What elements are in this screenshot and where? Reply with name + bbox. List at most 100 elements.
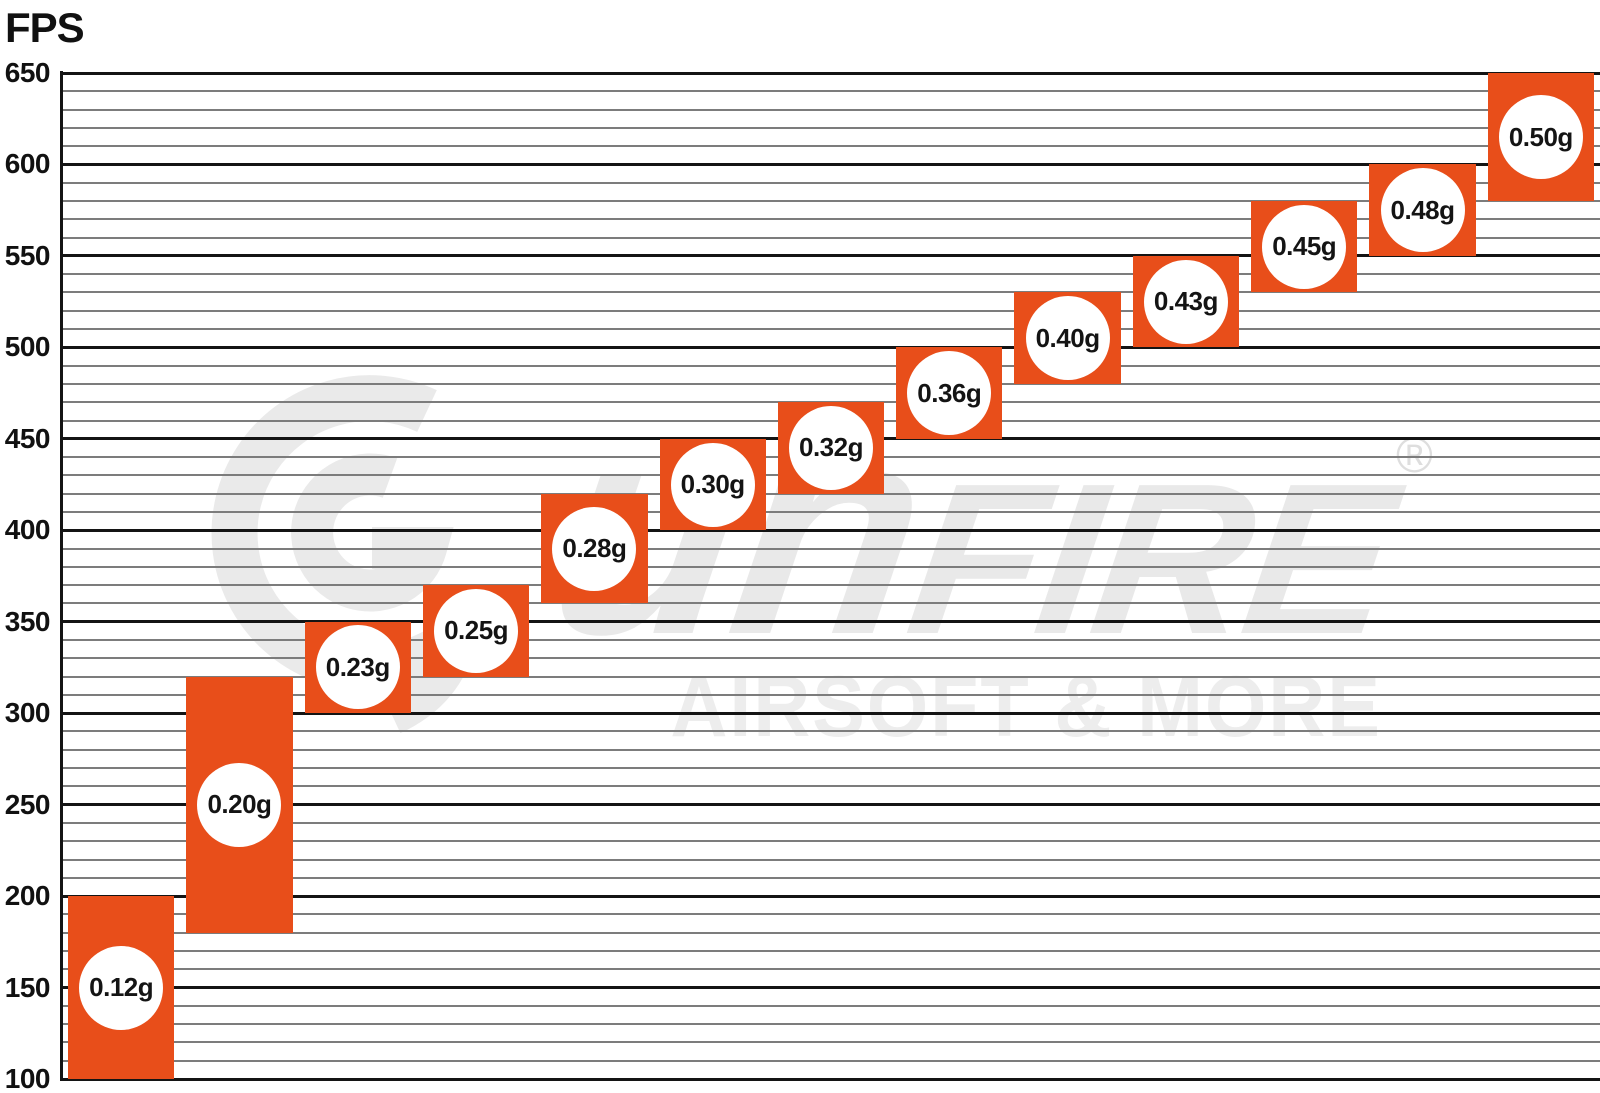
gridline-minor [62, 639, 1600, 642]
range-bar-0.30g: 0.30g [659, 438, 766, 531]
gridline-minor [62, 1023, 1600, 1026]
gridline-minor [62, 584, 1600, 587]
range-bar-0.20g: 0.20g [186, 676, 293, 933]
gridline-minor [62, 200, 1600, 203]
y-tick-label: 550 [4, 239, 51, 271]
gridline-major [62, 162, 1600, 166]
bb-weight-circle: 0.32g [788, 405, 873, 490]
gridline-minor [62, 218, 1600, 221]
gridline-minor [62, 602, 1600, 605]
bb-weight-circle: 0.25g [434, 588, 519, 673]
gridline-minor [62, 547, 1600, 550]
range-bar-0.50g: 0.50g [1487, 73, 1594, 202]
gridline-minor [62, 840, 1600, 843]
range-bar-0.12g: 0.12g [68, 896, 175, 1079]
gridline-minor [62, 1059, 1600, 1062]
range-bar-0.32g: 0.32g [777, 402, 885, 494]
gridline-major [62, 528, 1600, 532]
range-bar-0.28g: 0.28g [541, 493, 648, 604]
gridline-minor [62, 309, 1600, 312]
gridline-minor [62, 90, 1600, 93]
gridline-minor [62, 657, 1600, 660]
gridline-minor [62, 693, 1600, 696]
bb-weight-label: 0.50g [1508, 121, 1574, 152]
gridline-minor [62, 382, 1600, 385]
gridline-minor [62, 492, 1600, 495]
y-tick-label: 300 [4, 697, 51, 729]
bb-weight-circle: 0.40g [1025, 296, 1110, 381]
y-tick-label: 600 [4, 148, 51, 180]
bb-weight-circle: 0.23g [315, 625, 400, 710]
gridline-minor [62, 145, 1600, 148]
range-bar-0.25g: 0.25g [422, 585, 530, 677]
gridline-major [62, 711, 1600, 715]
bb-weight-label: 0.48g [1390, 194, 1456, 225]
y-tick-label: 650 [4, 57, 51, 88]
gridline-minor [62, 931, 1600, 934]
range-bar-0.40g: 0.40g [1014, 292, 1121, 384]
bb-weight-circle: 0.48g [1380, 168, 1465, 253]
gridline-major [62, 620, 1600, 624]
range-bar-0.48g: 0.48g [1369, 164, 1476, 256]
bb-weight-label: 0.45g [1272, 231, 1337, 262]
gridline-minor [62, 767, 1600, 770]
bb-weight-circle: 0.36g [907, 351, 992, 436]
bb-weight-label: 0.25g [444, 615, 509, 646]
bb-weight-label: 0.12g [89, 972, 154, 1003]
bb-weight-circle: 0.45g [1262, 204, 1347, 289]
gridline-minor [62, 675, 1600, 678]
range-bar-0.43g: 0.43g [1132, 255, 1240, 348]
gridline-minor [62, 108, 1600, 111]
bb-weight-label: 0.43g [1153, 286, 1219, 317]
bb-weight-circle: 0.30g [670, 442, 755, 527]
gridline-minor [62, 236, 1600, 239]
gridline-minor [62, 364, 1600, 367]
bb-weight-circle: 0.28g [552, 506, 637, 591]
range-bar-0.23g: 0.23g [304, 621, 411, 714]
gridline-major [62, 803, 1600, 807]
y-tick-label: 150 [4, 971, 51, 1003]
gridline-minor [62, 291, 1600, 294]
gridline-major [62, 254, 1600, 258]
bb-weight-circle: 0.50g [1498, 95, 1583, 180]
gridline-major [62, 345, 1600, 349]
gridline-minor [62, 876, 1600, 879]
bb-weight-label: 0.28g [562, 533, 627, 564]
gridline-minor [62, 565, 1600, 568]
gridline-minor [62, 328, 1600, 331]
page-title: FPS [5, 4, 85, 51]
y-tick-label: 450 [4, 422, 51, 454]
gridline-minor [62, 730, 1600, 733]
gridline-minor [62, 785, 1600, 788]
gridline-minor [62, 273, 1600, 276]
gridline-minor [62, 1004, 1600, 1007]
gridline-minor [62, 126, 1600, 129]
gridline-minor [62, 858, 1600, 861]
range-bar-0.45g: 0.45g [1251, 201, 1358, 293]
y-tick-label: 400 [4, 514, 51, 546]
bb-weight-circle: 0.12g [79, 945, 164, 1030]
bb-weight-label: 0.36g [917, 377, 982, 408]
gridline-minor [62, 181, 1600, 184]
gridline-major [62, 986, 1600, 990]
bb-weight-circle: 0.43g [1143, 259, 1228, 344]
y-tick-label: 100 [4, 1063, 51, 1093]
y-tick-label: 250 [4, 788, 51, 820]
gridline-minor [62, 913, 1600, 916]
bb-weight-label: 0.23g [325, 651, 391, 682]
y-tick-label: 200 [4, 880, 51, 912]
gridline-minor [62, 510, 1600, 513]
gridline-minor [62, 1041, 1600, 1044]
gridline-minor [62, 748, 1600, 751]
gridline-minor [62, 821, 1600, 824]
bb-weight-label: 0.40g [1035, 322, 1101, 353]
gridline-minor [62, 949, 1600, 952]
gridline-major [62, 1077, 1600, 1081]
y-axis-line [60, 71, 63, 1081]
watermark-tagline: AIRSOFT & MORE [670, 659, 1382, 755]
y-tick-label: 500 [4, 331, 51, 363]
range-bar-0.36g: 0.36g [896, 347, 1003, 439]
plot-area: 0.12g 0.20g 0.23g 0.25g 0.28g 0.30g 0.32g 0.36g… [62, 71, 1600, 1081]
gridline-major [62, 71, 1600, 75]
